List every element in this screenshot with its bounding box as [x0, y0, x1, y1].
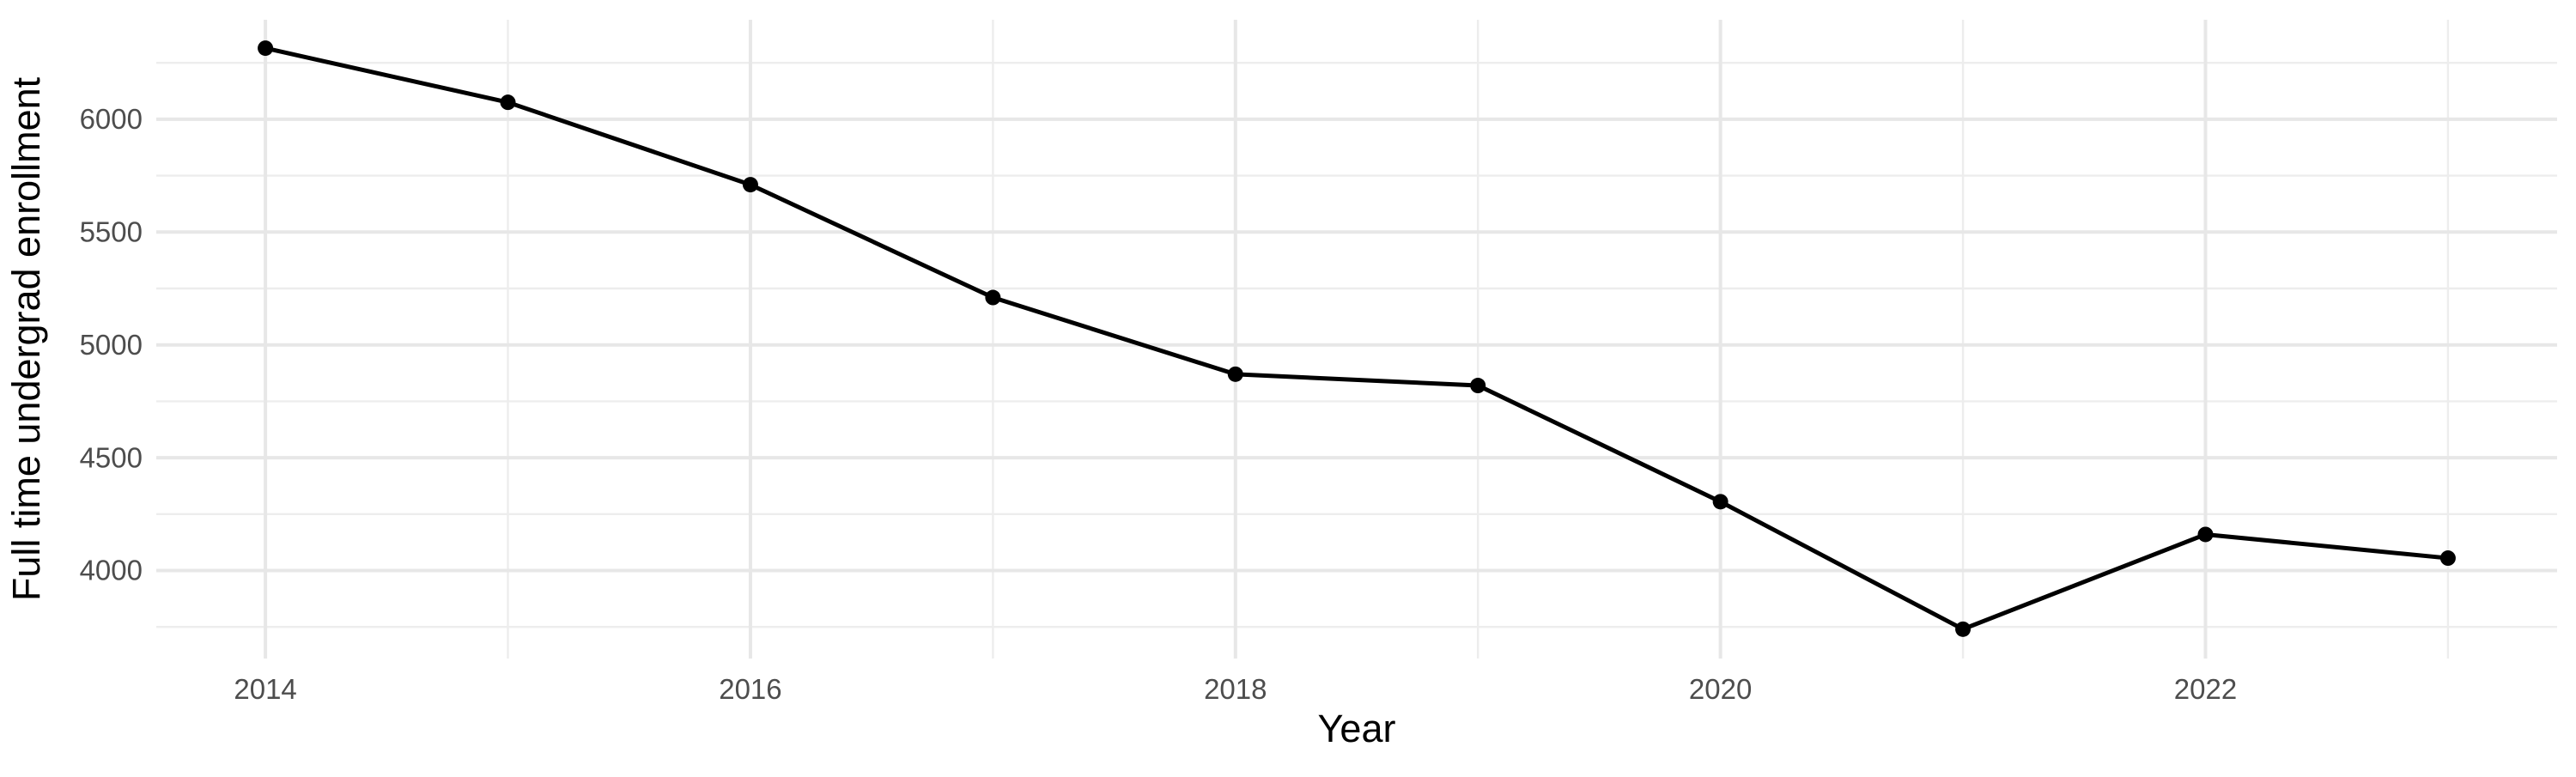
x-tick-label-2020: 2020: [1689, 673, 1752, 705]
x-axis-title: Year: [1318, 707, 1396, 750]
x-tick-label-2014: 2014: [234, 673, 296, 705]
y-tick-label-4000: 4000: [80, 555, 143, 586]
enrollment-trend-line: [263, 46, 2451, 632]
x-tick-label-2018: 2018: [1204, 673, 1267, 705]
data-point-2020: [1712, 494, 1728, 510]
plot-panel-background: [156, 20, 2557, 659]
minor-gridlines: [156, 20, 2557, 659]
x-tick-label-2022: 2022: [2174, 673, 2237, 705]
data-point-2015: [500, 94, 516, 111]
y-tick-label-5500: 5500: [80, 216, 143, 248]
data-point-2022: [2197, 526, 2214, 543]
data-point-2017: [985, 289, 1001, 306]
data-point-2021: [1955, 621, 1971, 637]
data-point-2016: [742, 177, 758, 193]
y-axis-title: Full time undergrad enrollment: [4, 76, 48, 601]
major-gridlines: [156, 20, 2557, 659]
data-point-2018: [1227, 366, 1243, 382]
y-tick-label-6000: 6000: [80, 103, 143, 135]
x-axis-tick-labels: 2014 2016 2018 2020 2022: [234, 673, 2237, 705]
y-axis-tick-labels: 4000 4500 5000 5500 6000: [80, 103, 143, 586]
y-tick-label-4500: 4500: [80, 441, 143, 473]
y-tick-label-5000: 5000: [80, 329, 143, 361]
data-point-2014: [258, 40, 274, 57]
x-tick-label-2016: 2016: [719, 673, 781, 705]
data-point-2023: [2439, 550, 2456, 567]
data-points: [258, 40, 2456, 637]
data-point-2019: [1470, 378, 1486, 394]
